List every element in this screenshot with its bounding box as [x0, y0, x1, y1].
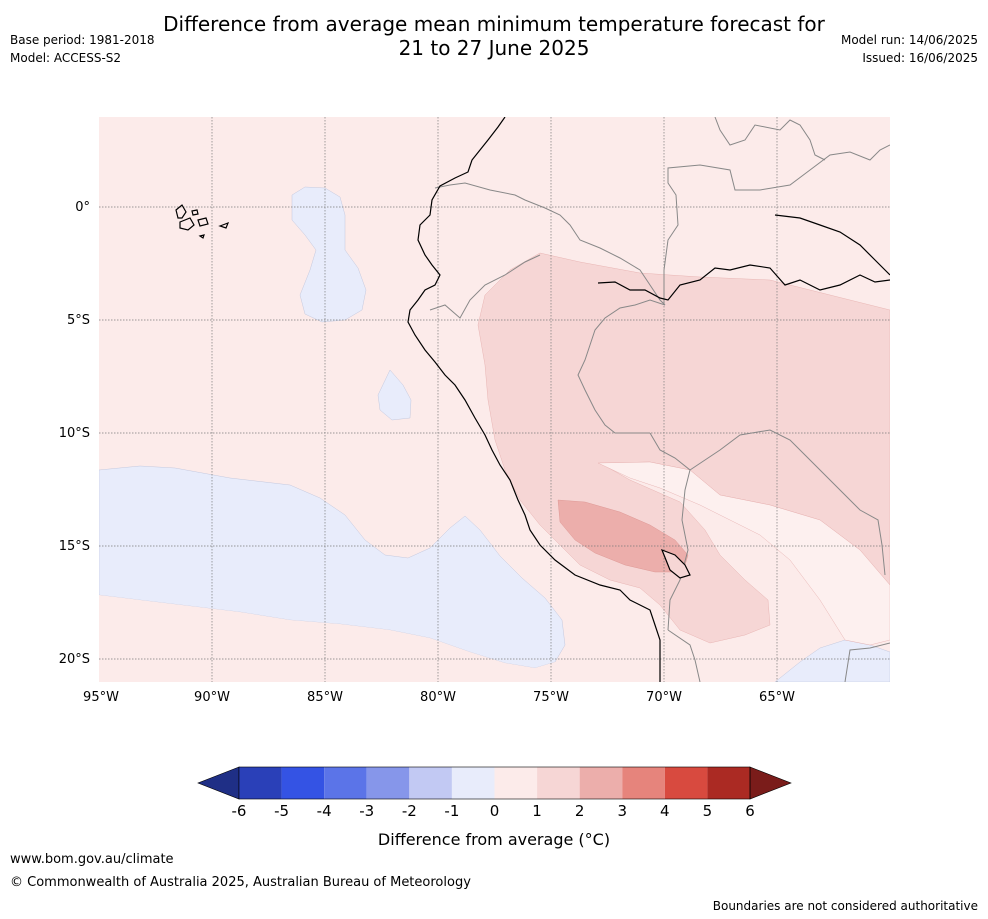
lat-label-10s: 10°S [59, 426, 90, 441]
galapagos-islands [175, 204, 230, 239]
model-run: Model run: 14/06/2025 [840, 33, 978, 47]
lake-titicaca [660, 548, 691, 579]
colorbar-tick-label: -6 [232, 802, 247, 820]
colorbar-tick-label: 4 [660, 802, 670, 820]
colorbar-swatch [239, 767, 282, 799]
island-isabela-north [175, 204, 187, 219]
colorbar-tick-label: -3 [359, 802, 374, 820]
colorbar-swatch [324, 767, 367, 799]
amazon-river [597, 264, 890, 301]
lat-label-20s: 20°S [59, 652, 90, 667]
lon-label-70w: 70°W [646, 690, 682, 705]
negative-blob-north [291, 186, 367, 323]
colorbar-swatch [409, 767, 452, 799]
lat-label-15s: 15°S [59, 539, 90, 554]
left-metadata: Base period: 1981-2018 Model: ACCESS-S2 [10, 31, 155, 67]
footer-copyright: © Commonwealth of Australia 2025, Austra… [10, 875, 471, 890]
border-peru-bolivia [649, 432, 691, 631]
lon-label-90w: 90°W [194, 690, 230, 705]
right-metadata: Model run: 14/06/2025 Issued: 16/06/2025 [841, 31, 978, 67]
border-peru-brazil [577, 299, 666, 434]
southwest-base-band [99, 595, 560, 682]
colorbar-tick-label: 2 [575, 802, 585, 820]
positive-anomaly-light-patch [597, 461, 890, 646]
colorbar-tick-label: -1 [444, 802, 459, 820]
island-isabela-south [179, 217, 195, 231]
title-line-1: Difference from average mean minimum tem… [163, 12, 825, 36]
colorbar-swatch [537, 767, 580, 799]
national-borders [429, 117, 890, 682]
positive-anomaly-1-2 [477, 252, 890, 644]
map-panel [99, 117, 890, 682]
colorbar-label: Difference from average (°C) [378, 830, 610, 849]
latitude-labels: 0° 5°S 10°S 15°S 20°S [59, 200, 90, 667]
lon-label-85w: 85°W [307, 690, 343, 705]
colorbar-swatch [622, 767, 665, 799]
lat-label-5s: 5°S [67, 313, 90, 328]
colorbar-border [238, 766, 751, 800]
coastlines [407, 117, 890, 682]
colorbar-swatch [664, 767, 708, 799]
colorbar-swatch [707, 767, 750, 799]
colorbar-tick-label: 1 [532, 802, 542, 820]
pacific-coastline [407, 117, 661, 682]
border-colombia-ecuador-peru [434, 182, 666, 306]
chart-title: Difference from average mean minimum tem… [0, 12, 988, 60]
colorbar-tick-label: 6 [745, 802, 755, 820]
colorbar-tick-label: 0 [490, 802, 500, 820]
island-santiago [191, 209, 199, 216]
border-paraguay [844, 642, 890, 682]
lon-label-95w: 95°W [83, 690, 119, 705]
lon-label-75w: 75°W [533, 690, 569, 705]
lat-label-0: 0° [75, 200, 90, 215]
lon-label-80w: 80°W [420, 690, 456, 705]
base-period: Base period: 1981-2018 [10, 33, 155, 47]
colorbar-arrow-low [197, 766, 240, 800]
issued-date: Issued: 16/06/2025 [862, 51, 978, 65]
colorbar-tick-label: -2 [402, 802, 417, 820]
border-ecuador-peru [429, 254, 541, 319]
title-line-2: 21 to 27 June 2025 [398, 36, 590, 60]
footer-disclaimer: Boundaries are not considered authoritat… [712, 899, 978, 913]
colorbar-swatch [366, 767, 410, 799]
colorbar-ticks: -6 -5 -4 -3 -2 -1 0 1 2 3 4 5 6 [232, 802, 755, 820]
border-bolivia-brazil [689, 429, 886, 576]
colorbar-swatch [494, 767, 538, 799]
river-north [774, 214, 890, 276]
colorbar-arrow-high [749, 766, 792, 800]
colorbar-tick-label: 3 [617, 802, 627, 820]
island-santa-cruz [197, 217, 209, 227]
colorbar [197, 766, 792, 800]
negative-blob-small [377, 369, 412, 421]
colorbar-swatch [579, 767, 623, 799]
lon-label-65w: 65°W [759, 690, 795, 705]
border-venezuela [714, 117, 826, 161]
colorbar-tick-label: -4 [317, 802, 332, 820]
colorbar-swatch [281, 767, 325, 799]
footer-url[interactable]: www.bom.gov.au/climate [10, 852, 174, 867]
colorbar-tick-label: -5 [274, 802, 289, 820]
border-colombia-venezuela-brazil [663, 144, 890, 305]
colorbar-swatch [451, 767, 495, 799]
island-san-cristobal [218, 221, 230, 229]
colorbar-tick-label: 5 [703, 802, 713, 820]
model-name: Model: ACCESS-S2 [10, 51, 122, 65]
border-bolivia-chile [667, 629, 701, 682]
island-floreana [198, 234, 205, 239]
longitude-labels: 95°W 90°W 85°W 80°W 75°W 70°W 65°W [83, 690, 795, 705]
